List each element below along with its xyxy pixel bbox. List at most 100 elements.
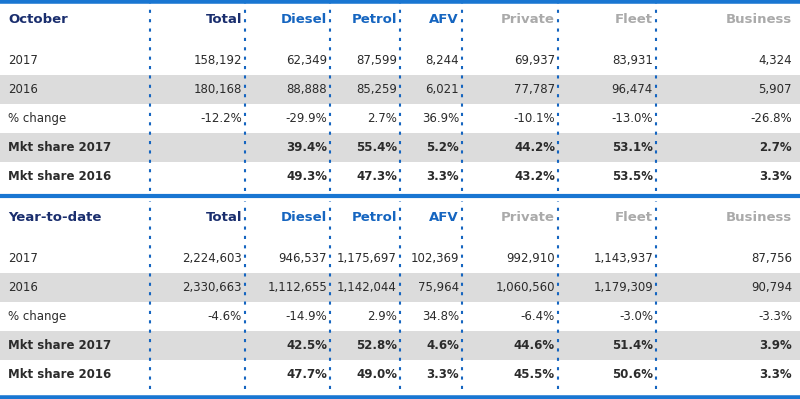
Text: 34.8%: 34.8% — [422, 310, 459, 323]
Bar — [0, 244, 800, 273]
Text: 2016: 2016 — [8, 83, 38, 96]
Text: 51.4%: 51.4% — [612, 339, 653, 352]
Text: 62,349: 62,349 — [286, 54, 327, 67]
Bar — [0, 3, 800, 36]
Text: -3.3%: -3.3% — [758, 310, 792, 323]
Text: 2016: 2016 — [8, 281, 38, 294]
Text: -4.6%: -4.6% — [208, 310, 242, 323]
Text: 5,907: 5,907 — [758, 83, 792, 96]
Text: 47.7%: 47.7% — [286, 368, 327, 381]
Text: 3.3%: 3.3% — [759, 170, 792, 183]
Text: 96,474: 96,474 — [612, 83, 653, 96]
Text: 36.9%: 36.9% — [422, 112, 459, 125]
Text: 3.3%: 3.3% — [759, 368, 792, 381]
Text: Diesel: Diesel — [281, 211, 327, 224]
Bar — [0, 191, 800, 201]
Text: AFV: AFV — [430, 211, 459, 224]
Text: 992,910: 992,910 — [506, 252, 555, 265]
Text: % change: % change — [8, 112, 66, 125]
Text: 180,168: 180,168 — [194, 83, 242, 96]
Text: 50.6%: 50.6% — [612, 368, 653, 381]
Text: 2.9%: 2.9% — [367, 310, 397, 323]
Text: 1,060,560: 1,060,560 — [495, 281, 555, 294]
Text: 3.9%: 3.9% — [759, 339, 792, 352]
Bar — [0, 302, 800, 331]
Text: 45.5%: 45.5% — [514, 368, 555, 381]
Bar — [0, 234, 800, 244]
Bar — [0, 360, 800, 389]
Text: Diesel: Diesel — [281, 13, 327, 26]
Text: 3.3%: 3.3% — [426, 368, 459, 381]
Text: -13.0%: -13.0% — [611, 112, 653, 125]
Text: 946,537: 946,537 — [278, 252, 327, 265]
Text: Total: Total — [206, 211, 242, 224]
Bar — [0, 104, 800, 133]
Text: 4.6%: 4.6% — [426, 339, 459, 352]
Text: Petrol: Petrol — [351, 211, 397, 224]
Text: -3.0%: -3.0% — [619, 310, 653, 323]
Text: AFV: AFV — [430, 13, 459, 26]
Text: -10.1%: -10.1% — [514, 112, 555, 125]
Text: 52.8%: 52.8% — [356, 339, 397, 352]
Text: 1,175,697: 1,175,697 — [337, 252, 397, 265]
Text: 2017: 2017 — [8, 252, 38, 265]
Text: % change: % change — [8, 310, 66, 323]
Text: October: October — [8, 13, 68, 26]
Text: 53.5%: 53.5% — [612, 170, 653, 183]
Text: 39.4%: 39.4% — [286, 141, 327, 154]
Text: 87,599: 87,599 — [356, 54, 397, 67]
Text: 49.3%: 49.3% — [286, 170, 327, 183]
Bar — [0, 331, 800, 360]
Text: Year-to-date: Year-to-date — [8, 211, 102, 224]
Text: 44.2%: 44.2% — [514, 141, 555, 154]
Text: Fleet: Fleet — [615, 211, 653, 224]
Text: 88,888: 88,888 — [286, 83, 327, 96]
Text: 102,369: 102,369 — [410, 252, 459, 265]
Text: 47.3%: 47.3% — [356, 170, 397, 183]
Text: 77,787: 77,787 — [514, 83, 555, 96]
Text: -12.2%: -12.2% — [200, 112, 242, 125]
Bar — [0, 201, 800, 234]
Text: 8,244: 8,244 — [426, 54, 459, 67]
Text: 43.2%: 43.2% — [514, 170, 555, 183]
Text: 5.2%: 5.2% — [426, 141, 459, 154]
Text: Mkt share 2016: Mkt share 2016 — [8, 170, 111, 183]
Text: -29.9%: -29.9% — [286, 112, 327, 125]
Text: 69,937: 69,937 — [514, 54, 555, 67]
Text: 1,142,044: 1,142,044 — [337, 281, 397, 294]
Text: 1,179,309: 1,179,309 — [594, 281, 653, 294]
Text: Private: Private — [501, 13, 555, 26]
Text: 85,259: 85,259 — [356, 83, 397, 96]
Text: 44.6%: 44.6% — [514, 339, 555, 352]
Text: 2.7%: 2.7% — [367, 112, 397, 125]
Text: 2.7%: 2.7% — [759, 141, 792, 154]
Text: Total: Total — [206, 13, 242, 26]
Bar — [0, 75, 800, 104]
Text: 6,021: 6,021 — [426, 83, 459, 96]
Text: 90,794: 90,794 — [751, 281, 792, 294]
Text: 3.3%: 3.3% — [426, 170, 459, 183]
Text: 4,324: 4,324 — [758, 54, 792, 67]
Text: Petrol: Petrol — [351, 13, 397, 26]
Bar — [0, 162, 800, 191]
Text: 53.1%: 53.1% — [612, 141, 653, 154]
Text: Business: Business — [726, 211, 792, 224]
Text: 75,964: 75,964 — [418, 281, 459, 294]
Bar — [0, 133, 800, 162]
Text: 2,330,663: 2,330,663 — [182, 281, 242, 294]
Text: Business: Business — [726, 13, 792, 26]
Text: 55.4%: 55.4% — [356, 141, 397, 154]
Text: Mkt share 2016: Mkt share 2016 — [8, 368, 111, 381]
Text: Mkt share 2017: Mkt share 2017 — [8, 339, 111, 352]
Text: 83,931: 83,931 — [612, 54, 653, 67]
Bar — [0, 273, 800, 302]
Bar — [0, 46, 800, 75]
Text: 2,224,603: 2,224,603 — [182, 252, 242, 265]
Text: -14.9%: -14.9% — [286, 310, 327, 323]
Bar — [0, 36, 800, 46]
Text: 158,192: 158,192 — [194, 54, 242, 67]
Text: 42.5%: 42.5% — [286, 339, 327, 352]
Text: -26.8%: -26.8% — [750, 112, 792, 125]
Text: 1,143,937: 1,143,937 — [594, 252, 653, 265]
Text: 87,756: 87,756 — [751, 252, 792, 265]
